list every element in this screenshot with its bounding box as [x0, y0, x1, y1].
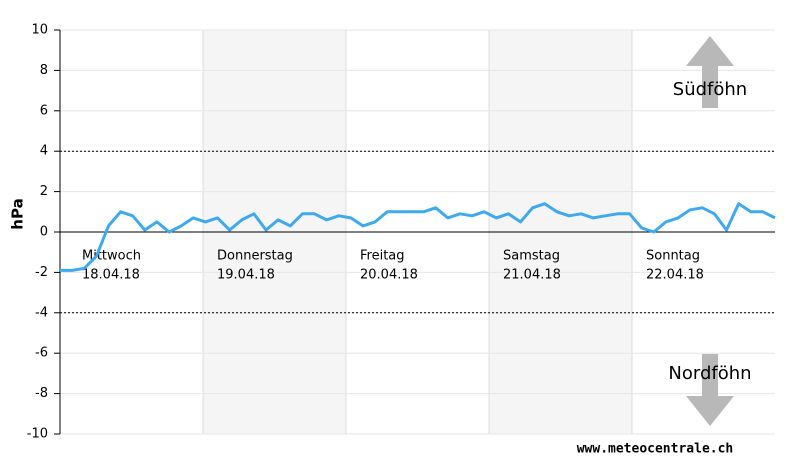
y-tick-label: -8 — [35, 386, 48, 401]
y-tick-label: -10 — [27, 427, 48, 442]
y-tick-label: -2 — [35, 265, 48, 280]
day-date: 19.04.18 — [217, 268, 275, 283]
arrows — [686, 36, 734, 426]
day-date: 22.04.18 — [646, 268, 704, 283]
y-tick-label: -4 — [35, 305, 48, 320]
source: www.meteocentrale.ch — [577, 442, 734, 457]
y-tick-label: 0 — [40, 225, 48, 240]
day-date: 20.04.18 — [360, 268, 418, 283]
day-name: Samstag — [503, 249, 560, 264]
y-tick-label: 4 — [40, 144, 48, 159]
data-line — [60, 202, 776, 272]
upper-annotation: Südföhn — [673, 79, 747, 100]
y-axis-label: hPa — [9, 198, 27, 229]
y-tick-label: -6 — [35, 346, 48, 361]
day-name: Donnerstag — [217, 249, 293, 264]
up-arrow — [686, 36, 734, 108]
y-tick-label: 6 — [40, 103, 48, 118]
day-name: Freitag — [360, 249, 405, 264]
day-name: Sonntag — [646, 249, 700, 264]
y-tick-label: 8 — [40, 63, 48, 78]
day-date: 18.04.18 — [82, 268, 140, 283]
down-arrow — [686, 354, 734, 426]
lower-annotation: Nordföhn — [668, 363, 751, 384]
y-tick-label: 2 — [40, 184, 48, 199]
y-tick-label: 10 — [31, 23, 48, 38]
day-date: 21.04.18 — [503, 268, 561, 283]
